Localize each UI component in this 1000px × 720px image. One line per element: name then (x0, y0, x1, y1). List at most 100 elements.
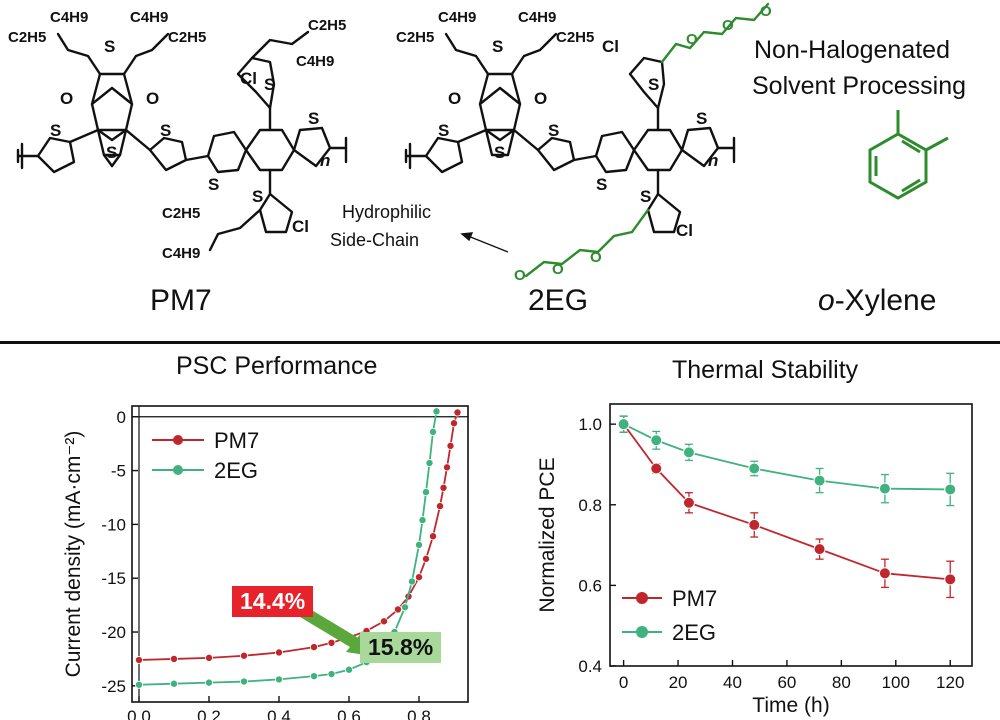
eg2-chain-label: C2H5 (556, 29, 594, 46)
psc-performance-chart: 0.00.20.40.60.80-5-10-15-20-25Voltage (V… (62, 405, 469, 720)
eg2-glycol-o: O (722, 17, 734, 34)
data-point-PM7 (239, 651, 248, 660)
data-point-PM7 (274, 648, 283, 657)
data-point-PM7 (134, 656, 143, 665)
pm7-pce-annotation: 14.4% (232, 586, 314, 617)
pm7-name: PM7 (150, 284, 212, 317)
data-point-2EG (327, 670, 336, 679)
o-xylene-name: o-Xylene (818, 284, 936, 318)
eg2-chain-label: C4H9 (518, 9, 556, 26)
x-tick-label: 0.6 (337, 707, 361, 720)
x-tick-label: 0 (619, 673, 628, 692)
legend-label: 2EG (214, 458, 258, 483)
x-tick-label: 40 (723, 673, 742, 692)
chemical-structures: S O O S S S S S Cl S Cl S n S O O S S S … (8, 2, 949, 284)
x-axis-title: Time (h) (752, 694, 829, 717)
eg2-s-label: S (548, 121, 559, 140)
pm7-chain-label: C2H5 (8, 29, 46, 46)
o-xylene-prefix: o (818, 284, 835, 317)
x-tick-label: 20 (669, 673, 688, 692)
eg2-s-label: S (492, 37, 503, 56)
data-point-2EG (204, 678, 213, 687)
data-point-2EG (134, 680, 143, 689)
eg2-chain-label: C4H9 (438, 9, 476, 26)
pm7-s-label: S (160, 121, 171, 140)
data-point-PM7 (748, 518, 761, 531)
x-tick-label: 0.2 (197, 707, 221, 720)
eg2-s-label: S (494, 143, 505, 162)
y-tick-label: 0.8 (578, 496, 602, 515)
pm7-s-label: S (104, 37, 115, 56)
data-point-2EG (878, 482, 891, 495)
y-tick-label: -20 (101, 623, 126, 642)
legend-label: PM7 (672, 586, 717, 611)
eg2-glycol-o: O (552, 261, 564, 278)
section-divider (0, 341, 1000, 344)
x-tick-label: 60 (777, 673, 796, 692)
data-point-2EG (650, 434, 663, 447)
pm7-chain-label: C2H5 (308, 17, 346, 34)
eg2-glycol-o: O (514, 267, 526, 284)
pm7-cl-label: Cl (292, 217, 309, 236)
side-chain-label-line1: Hydrophilic (342, 202, 432, 222)
y-tick-label: -25 (101, 677, 126, 696)
solvent-label-line1: Non-Halogenated (754, 36, 950, 64)
series-line-2EG (623, 423, 951, 491)
y-tick-label: -5 (111, 462, 126, 481)
pm7-backbone (16, 30, 348, 252)
data-point-2EG (813, 474, 826, 487)
eg2-s-label: S (438, 121, 449, 140)
legend-marker-2EG (173, 465, 183, 475)
eg2-s-label: S (596, 175, 607, 194)
data-point-2EG (421, 488, 430, 497)
data-point-PM7 (878, 567, 891, 580)
eg2-backbone (404, 32, 736, 234)
data-point-2EG (748, 462, 761, 475)
data-point-2EG (944, 483, 957, 496)
y-tick-label: 1.0 (578, 415, 602, 434)
data-point-PM7 (442, 463, 451, 472)
data-point-PM7 (327, 638, 336, 647)
legend-marker-PM7 (173, 435, 183, 445)
x-tick-label: 0.4 (267, 707, 291, 720)
x-tick-label: 0.8 (407, 707, 431, 720)
side-chain-arrow (460, 232, 509, 253)
eg2-pce-annotation: 15.8% (360, 632, 442, 663)
x-tick-label: 0.0 (127, 707, 151, 720)
data-point-PM7 (379, 617, 388, 626)
y-tick-label: -10 (101, 515, 126, 534)
legend-label: PM7 (214, 428, 259, 453)
data-point-PM7 (435, 502, 444, 511)
data-point-2EG (428, 427, 437, 436)
data-point-PM7 (309, 643, 318, 652)
x-tick-label: 100 (882, 673, 910, 692)
data-point-2EG (407, 577, 416, 586)
data-point-PM7 (439, 483, 448, 492)
eg2-glycol-o: O (760, 3, 772, 20)
data-point-2EG (425, 459, 434, 468)
eg2-chain-label: C2H5 (396, 29, 434, 46)
eg2-s-label: S (696, 109, 707, 128)
data-point-PM7 (204, 653, 213, 662)
data-point-PM7 (650, 462, 663, 475)
data-point-2EG (239, 677, 248, 686)
side-chain-label-line2: Side-Chain (330, 230, 420, 250)
data-point-2EG (169, 679, 178, 688)
data-point-2EG (432, 407, 441, 416)
data-point-PM7 (428, 532, 437, 541)
eg2-cl-label: Cl (602, 37, 619, 56)
pm7-s-label: S (50, 121, 61, 140)
data-point-2EG (344, 665, 353, 674)
o-xylene-structure (868, 110, 949, 200)
data-point-PM7 (446, 441, 455, 450)
data-point-PM7 (421, 554, 430, 563)
data-point-2EG (414, 540, 423, 549)
data-point-PM7 (453, 408, 462, 417)
data-point-2EG (274, 675, 283, 684)
solvent-label-line2: Solvent Processing (752, 72, 967, 100)
eg2-glycol-o: O (686, 31, 698, 48)
y-axis-title: Current density (mA·cm⁻²) (62, 431, 85, 678)
series-line-PM7 (622, 423, 951, 581)
pm7-chain-label: C2H5 (162, 205, 200, 222)
x-tick-label: 120 (936, 673, 964, 692)
